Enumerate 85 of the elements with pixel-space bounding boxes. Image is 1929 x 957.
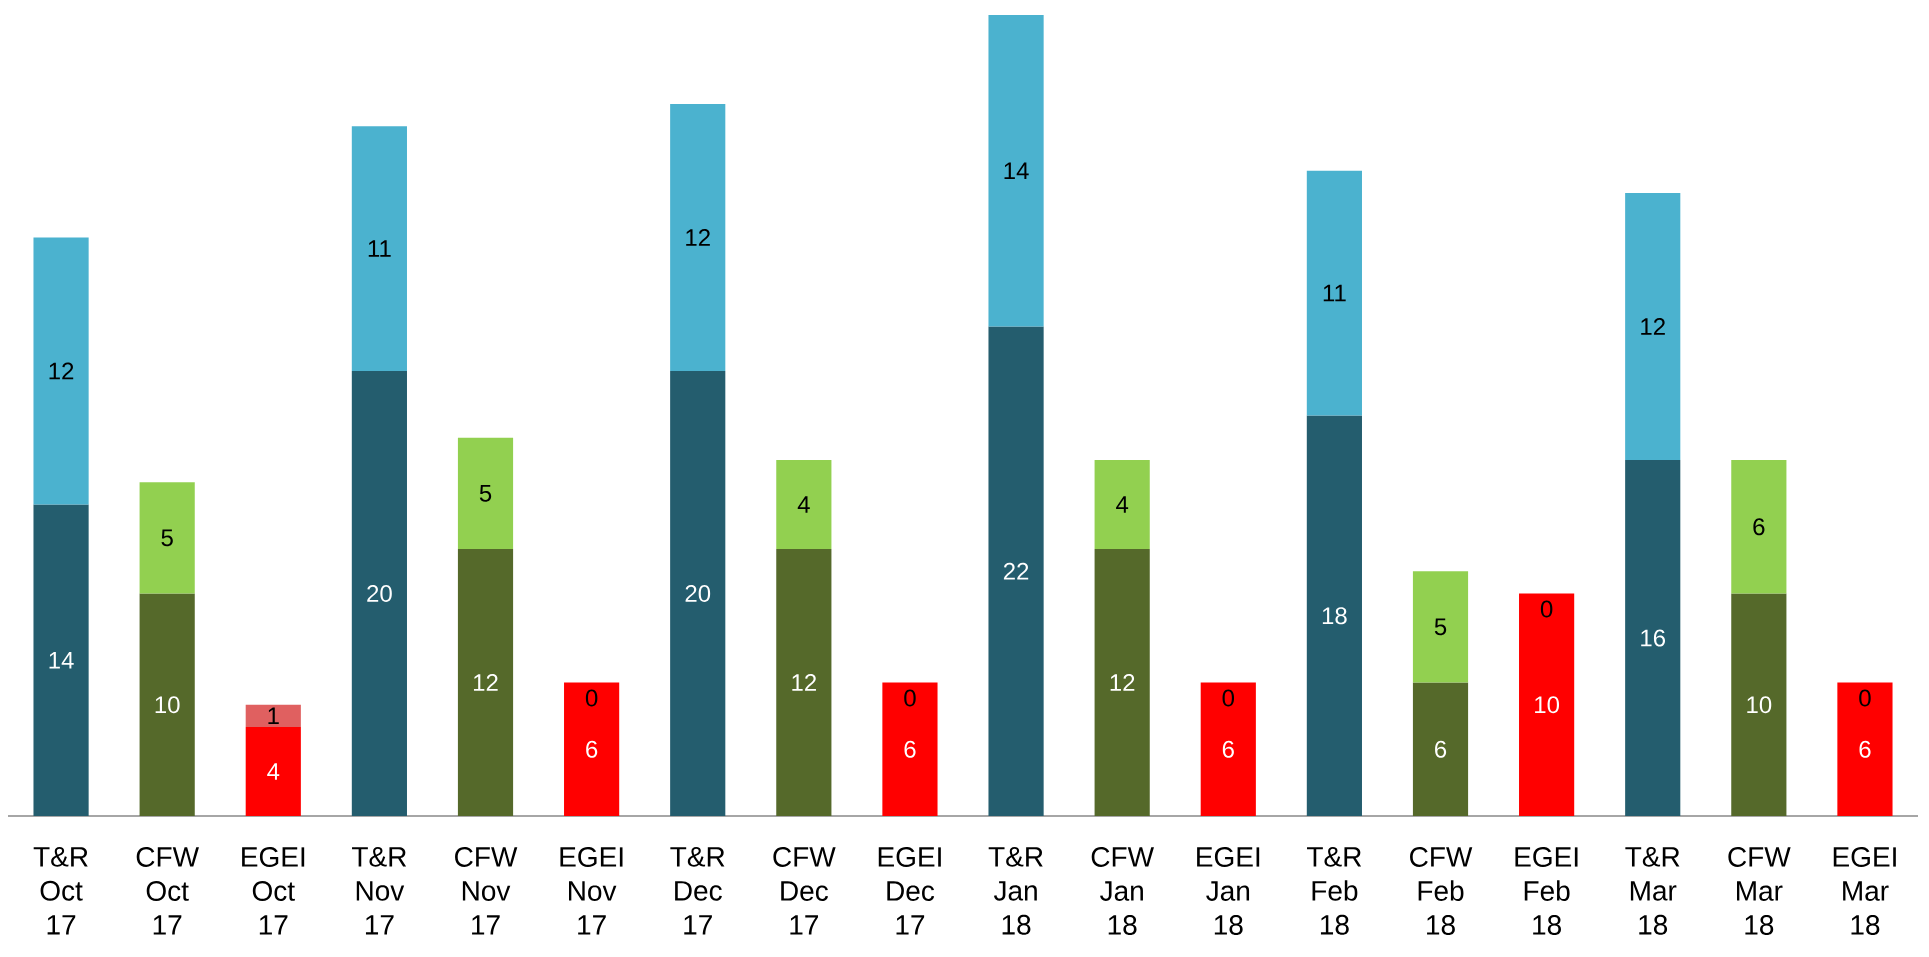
data-label: 12 [1110, 674, 1135, 691]
x-tick-label: EGEI Nov 17 [560, 847, 623, 935]
data-label: 6 [1222, 740, 1234, 758]
data-label: 11 [368, 240, 391, 257]
data-label: 6 [586, 740, 598, 758]
x-tick-label: EGEI Dec 17 [878, 847, 941, 935]
data-label: 4 [1116, 496, 1129, 513]
data-label: 6 [1859, 740, 1871, 758]
bar [670, 104, 726, 371]
data-label: 5 [479, 485, 492, 502]
data-label: 14 [49, 651, 74, 669]
x-tick-label: CFW Mar 18 [1728, 847, 1791, 935]
data-label: 12 [473, 674, 498, 691]
data-label: 5 [161, 529, 173, 547]
x-tick-label: T&R Nov 17 [352, 847, 407, 935]
bar [1625, 459, 1681, 816]
data-label: 12 [49, 362, 74, 380]
data-label: 0 [1540, 600, 1553, 618]
x-tick-label: CFW Dec 17 [773, 847, 836, 935]
bar [670, 370, 726, 816]
bar [457, 437, 514, 549]
x-tick-label: T&R Jan 18 [988, 847, 1043, 935]
bar [776, 459, 832, 549]
bar [245, 726, 301, 816]
data-label: 18 [1322, 607, 1347, 625]
data-label: 20 [685, 585, 711, 602]
data-label: 14 [1004, 162, 1029, 179]
data-label: 1 [268, 707, 279, 725]
bar [1731, 459, 1787, 594]
x-tick-label: T&R Dec 17 [670, 847, 725, 935]
bar [988, 14, 1044, 327]
data-label: 0 [1222, 689, 1235, 707]
data-label: 0 [1859, 689, 1871, 707]
bar [988, 326, 1044, 816]
data-label: 6 [1435, 740, 1447, 758]
bar [351, 126, 407, 371]
x-tick-label: EGEI Mar 18 [1833, 847, 1896, 935]
x-tick-label: T&R Feb 18 [1307, 847, 1362, 935]
bar [1200, 682, 1256, 816]
bar [1094, 459, 1150, 549]
data-label: 10 [1747, 696, 1772, 714]
bar [776, 548, 832, 816]
bar [351, 370, 407, 816]
data-label: 22 [1003, 562, 1029, 580]
bar [139, 482, 195, 594]
data-label: 16 [1641, 629, 1666, 647]
x-tick-label: EGEI Feb 18 [1515, 847, 1578, 935]
x-tick-label: CFW Jan 18 [1091, 847, 1154, 935]
x-tick-label: T&R Mar 18 [1625, 847, 1680, 935]
data-label: 10 [155, 696, 180, 714]
bar [1094, 548, 1150, 816]
bar [882, 682, 938, 816]
data-label: 5 [1434, 618, 1447, 636]
data-label: 0 [585, 689, 598, 707]
x-tick-label: CFW Nov 17 [455, 847, 518, 935]
bar [245, 704, 301, 727]
data-label: 20 [367, 585, 392, 602]
x-tick-label: CFW Feb 18 [1410, 847, 1473, 935]
bar [1837, 682, 1893, 816]
data-label: 4 [267, 763, 280, 780]
bar [1731, 593, 1787, 816]
bar [1519, 593, 1575, 816]
bar [1412, 682, 1469, 816]
x-tick-label: T&R Oct 17 [33, 847, 88, 935]
data-label: 12 [792, 674, 816, 691]
bar [564, 682, 620, 816]
x-tick-label: CFW Oct 17 [136, 847, 199, 935]
data-label: 12 [686, 229, 710, 246]
data-label: 12 [1641, 318, 1665, 335]
bar [33, 237, 89, 505]
data-label: 6 [1753, 518, 1765, 536]
bar [33, 504, 89, 816]
data-label: 11 [1323, 284, 1346, 302]
bar [1625, 192, 1681, 460]
data-label: 6 [904, 740, 916, 758]
bar [1306, 170, 1362, 416]
x-tick-label: EGEI Oct 17 [242, 847, 305, 935]
data-label: 4 [797, 496, 810, 513]
x-tick-label: EGEI Jan 18 [1197, 847, 1260, 935]
bar [457, 548, 514, 816]
bar [1306, 415, 1362, 816]
bar [1412, 571, 1469, 683]
data-label: 0 [904, 689, 916, 707]
bar [139, 593, 195, 816]
data-label: 10 [1535, 696, 1560, 714]
